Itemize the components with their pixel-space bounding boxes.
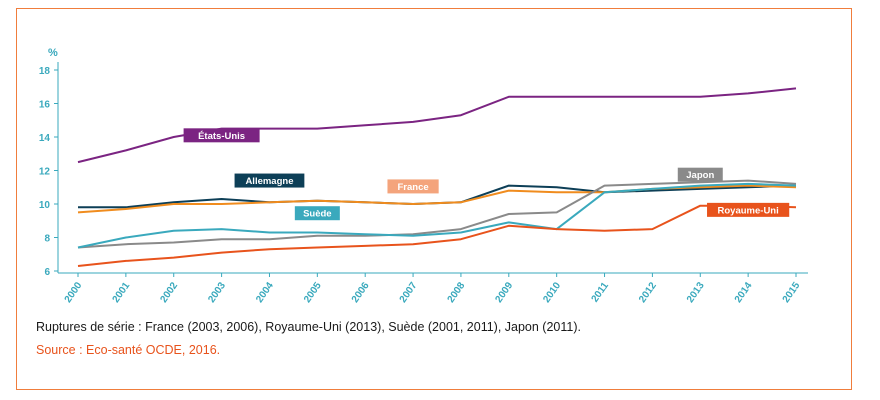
y-tick-label: 6 (44, 267, 50, 278)
legend-label-bg (294, 206, 340, 221)
x-tick-label: 2000 (63, 280, 85, 305)
legend-label-bg (677, 167, 723, 182)
legend-label: Japon (686, 170, 714, 181)
legend-label: Royaume-Uni (718, 205, 779, 216)
series-line-royaume-uni (77, 204, 797, 267)
y-tick-label: 10 (39, 200, 51, 211)
legend-label: États-Unis (198, 131, 245, 142)
x-tick-label: 2005 (302, 280, 324, 305)
x-tick-label: 2007 (398, 280, 420, 305)
legend-label: France (397, 182, 428, 193)
legend-label: Allemagne (245, 176, 293, 187)
series-line-su-de (77, 182, 797, 249)
series-line--tats-unis (77, 87, 797, 164)
y-tick-label: 14 (39, 133, 51, 144)
x-tick-label: 2001 (111, 280, 133, 305)
legend-label: Suède (303, 209, 332, 220)
x-tick-label: 2002 (158, 280, 180, 305)
source-note: Source : Eco-santé OCDE, 2016. (36, 343, 221, 357)
y-tick-label: 8 (44, 234, 50, 245)
x-tick-label: 2015 (781, 280, 803, 305)
legend-label-bg (707, 202, 790, 217)
x-tick-label: 2003 (206, 280, 228, 305)
x-tick-label: 2012 (637, 280, 659, 305)
x-tick-label: 2004 (254, 280, 276, 305)
legend-label-bg (234, 173, 305, 188)
x-tick-label: 2006 (350, 280, 372, 305)
y-unit-label: % (48, 47, 58, 59)
legend-label-bg (183, 128, 260, 143)
y-tick-label: 16 (39, 100, 51, 111)
x-tick-label: 2009 (493, 280, 515, 305)
x-tick-label: 2013 (685, 280, 707, 305)
series-line-japon (77, 179, 797, 249)
chart-frame (16, 8, 852, 390)
x-tick-label: 2010 (541, 280, 563, 305)
x-tick-label: 2011 (590, 280, 612, 304)
x-tick-label: 2008 (446, 280, 468, 305)
y-tick-label: 18 (39, 66, 51, 77)
series-breaks-note: Ruptures de série : France (2003, 2006),… (36, 320, 581, 334)
x-tick-label: 2014 (733, 280, 755, 305)
y-tick-label: 12 (39, 167, 51, 178)
legend-label-bg (387, 179, 439, 194)
